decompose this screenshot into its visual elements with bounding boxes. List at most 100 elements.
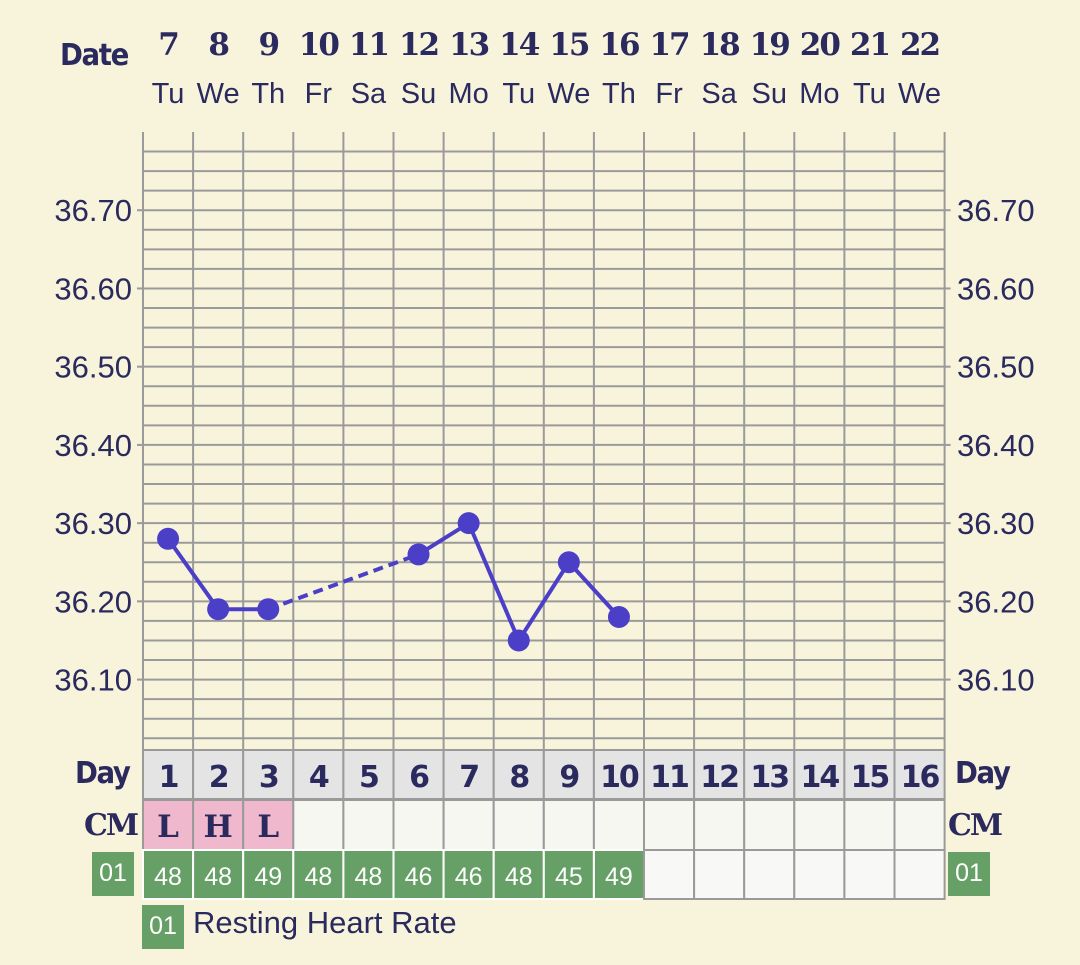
- temperature-point: [257, 598, 280, 621]
- hr-cell: [793, 849, 846, 900]
- temperature-point: [557, 551, 580, 574]
- hr-cell: [442, 849, 495, 900]
- temperature-point: [507, 629, 530, 652]
- hr-cell: [392, 849, 445, 900]
- hr-cell: [693, 849, 746, 900]
- cycle-day-cell: [342, 749, 395, 800]
- date-number: 7: [158, 27, 178, 63]
- cycle-day-cell: [292, 749, 345, 800]
- weekday-label: Su: [752, 78, 787, 110]
- hr-code-badge-left: 01: [92, 852, 134, 896]
- weekday-label: Tu: [502, 78, 535, 110]
- hr-cell: [743, 849, 796, 900]
- temperature-point: [607, 606, 630, 629]
- date-number: 11: [349, 27, 388, 63]
- weekday-label: Su: [401, 78, 436, 110]
- temperature-point: [407, 543, 430, 566]
- weekday-label: We: [197, 78, 240, 110]
- date-number: 16: [599, 27, 639, 63]
- cycle-day-cell: [693, 749, 746, 800]
- hr-value: 48: [304, 863, 332, 891]
- y-tick-label-left: 36.50: [54, 350, 132, 385]
- cycle-day-number: 3: [259, 760, 278, 795]
- weekday-label: Sa: [351, 78, 387, 110]
- y-tick-label-right: 36.40: [957, 428, 1035, 463]
- date-number: 12: [399, 27, 438, 63]
- hr-cell: [242, 849, 295, 900]
- cycle-day-number: 9: [559, 760, 578, 795]
- y-tick-label-left: 36.40: [54, 428, 132, 463]
- y-tick-label-left: 36.70: [54, 193, 132, 228]
- hr-cell: [192, 849, 245, 900]
- weekday-label: Th: [251, 78, 285, 110]
- cycle-day-cell: [793, 749, 846, 800]
- y-tick-label-left: 36.60: [54, 271, 132, 306]
- day-row-label-left: Day: [75, 756, 131, 791]
- date-number: 19: [750, 27, 790, 63]
- hr-value: 46: [405, 863, 433, 891]
- cycle-day-number: 15: [851, 760, 889, 795]
- date-number: 21: [850, 27, 889, 63]
- cycle-day-number: 8: [509, 760, 529, 795]
- y-tick-label-right: 36.60: [957, 271, 1035, 306]
- day-row-label-right: Day: [955, 756, 1011, 791]
- legend-hr-badge: 01: [142, 905, 184, 949]
- series-segment: [466, 522, 521, 642]
- y-tick-label-left: 36.20: [54, 584, 132, 619]
- date-number: 18: [700, 27, 740, 63]
- hr-code-badge-right: 01: [948, 852, 990, 896]
- cycle-day-number: 4: [309, 760, 329, 795]
- weekday-label: Mo: [799, 78, 839, 110]
- cycle-day-cell: [392, 749, 445, 800]
- weekday-label: Tu: [853, 78, 886, 110]
- hr-cell: [843, 849, 896, 900]
- cycle-day-cell: [893, 749, 946, 800]
- cm-value: H: [204, 809, 233, 845]
- cycle-day-number: 7: [459, 760, 478, 795]
- temperature-point: [207, 598, 230, 621]
- cm-cell: [492, 799, 545, 851]
- cycle-day-cell: [192, 749, 245, 800]
- series-gap-segment: [267, 552, 420, 612]
- hr-value: 48: [505, 863, 533, 891]
- y-tick-label-left: 36.10: [54, 663, 132, 698]
- cm-cell: [392, 799, 445, 851]
- cm-cell: [893, 799, 946, 851]
- hr-cell: [492, 849, 545, 900]
- cm-cell: [643, 799, 696, 851]
- cycle-day-number: 14: [800, 760, 839, 795]
- y-tick-label-left: 36.30: [54, 506, 132, 541]
- cm-value: L: [257, 809, 279, 845]
- date-number: 20: [800, 27, 841, 63]
- hr-value: 49: [254, 863, 282, 891]
- cm-cell: [442, 799, 495, 851]
- date-number: 22: [900, 27, 939, 63]
- cm-cell: [793, 799, 846, 851]
- series-segment: [517, 561, 571, 642]
- cm-cell: [592, 799, 646, 851]
- cm-cell: [693, 799, 746, 851]
- cycle-day-cell: [442, 749, 495, 800]
- date-number: 14: [499, 27, 540, 63]
- weekday-label: Fr: [655, 78, 683, 110]
- hr-value: 49: [605, 863, 633, 891]
- hr-cell: [142, 849, 195, 900]
- legend-hr-label: Resting Heart Rate: [193, 905, 457, 940]
- cycle-day-number: 12: [700, 760, 738, 795]
- y-tick-label-right: 36.70: [957, 193, 1035, 228]
- cycle-day-number: 10: [600, 760, 639, 795]
- weekday-label: We: [898, 78, 941, 110]
- cycle-day-number: 5: [359, 760, 378, 795]
- cm-value: L: [157, 809, 179, 845]
- cm-row-label-right: CM: [948, 808, 1003, 843]
- cycle-day-number: 16: [901, 760, 940, 795]
- y-tick-label-right: 36.30: [957, 506, 1035, 541]
- cycle-day-number: 13: [750, 760, 788, 795]
- date-number: 8: [208, 27, 228, 63]
- cm-cell: [843, 799, 896, 851]
- y-tick-label-right: 36.10: [957, 663, 1035, 698]
- cm-cell: [342, 799, 395, 851]
- weekday-label: Fr: [305, 78, 333, 110]
- cm-cell: [292, 799, 345, 851]
